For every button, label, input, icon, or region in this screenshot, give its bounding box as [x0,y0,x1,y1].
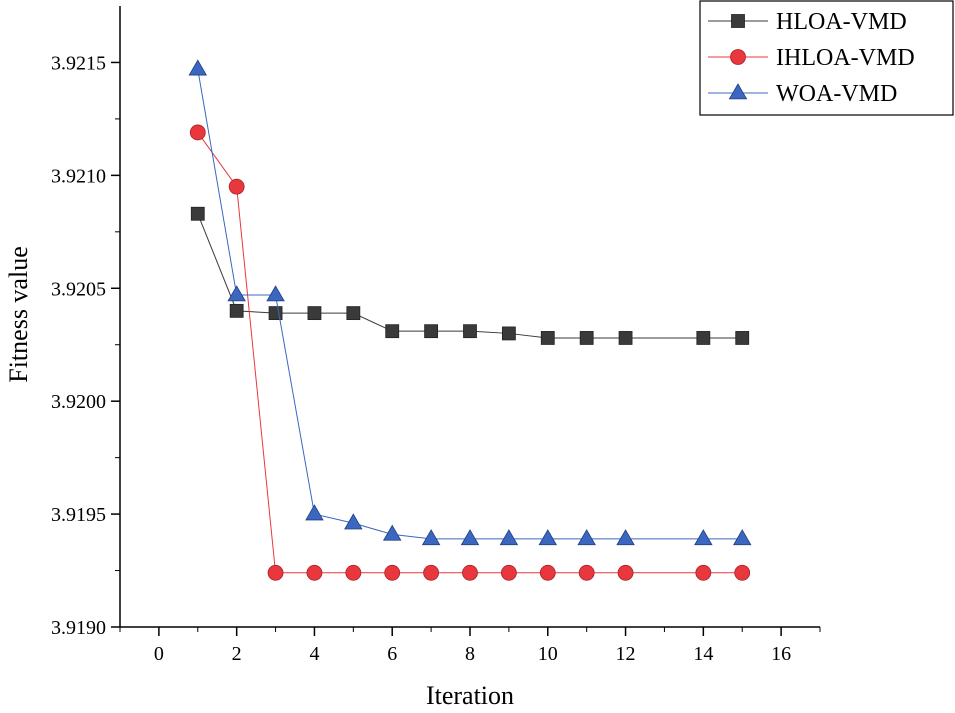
x-tick-label: 14 [693,643,713,665]
series-woa-vmd [189,60,751,545]
data-point [189,60,206,75]
y-tick-label: 3.9215 [51,52,106,74]
data-point [268,565,283,580]
data-point [229,179,244,194]
data-point [735,565,750,580]
series-line [198,69,742,539]
data-point [464,325,477,338]
data-point [618,565,633,580]
x-tick-label: 6 [387,643,397,665]
line-chart: 0 2 4 6 8 10 12 14 16 3.9190 3.9195 3.9200 3.9205 3.9… [0,0,955,713]
x-tick-label: 10 [538,643,558,665]
data-point [423,530,440,545]
data-point [580,331,593,344]
data-point [228,286,245,301]
data-point [424,565,439,580]
y-tick-label: 3.9190 [51,617,106,639]
data-point [617,530,634,545]
y-tick-label: 3.9205 [51,278,106,300]
data-point [461,530,478,545]
data-point [541,331,554,344]
x-axis-title: Iteration [426,681,514,710]
data-point [734,530,751,545]
legend-label: HLOA-VMD [776,9,907,35]
data-point [346,565,361,580]
data-point [425,325,438,338]
x-tick-label: 2 [232,643,242,665]
data-point [578,530,595,545]
x-tick-label: 8 [465,643,475,665]
data-point [500,530,517,545]
legend-label: IHLOA-VMD [776,45,915,71]
series-ihloa-vmd [190,125,749,580]
legend-marker [732,15,745,28]
data-point [463,565,478,580]
data-point [386,325,399,338]
x-tick-label: 16 [771,643,791,665]
data-point [306,505,323,520]
data-point [267,286,284,301]
data-point [579,565,594,580]
data-point [385,565,400,580]
data-point [308,307,321,320]
data-point [230,304,243,317]
data-point [269,307,282,320]
x-tick-label: 12 [616,643,636,665]
data-point [502,327,515,340]
series-line [198,132,742,572]
data-point [190,125,205,140]
data-point [619,331,632,344]
legend: HLOA-VMD IHLOA-VMD WOA-VMD [700,1,953,115]
data-point [695,530,712,545]
data-point [347,307,360,320]
data-point [697,331,710,344]
series-hloa-vmd [191,207,748,344]
y-tick-label: 3.9210 [51,165,106,187]
y-tick-label: 3.9195 [51,504,106,526]
data-point [696,565,711,580]
x-tick-label: 4 [309,643,319,665]
plot-area [189,60,751,580]
data-point [539,530,556,545]
legend-label: WOA-VMD [776,81,897,107]
y-tick-label: 3.9200 [51,391,106,413]
data-point [736,331,749,344]
legend-marker [731,50,746,65]
x-tick-label: 0 [154,643,164,665]
data-point [501,565,516,580]
data-point [540,565,555,580]
y-axis-title: Fitness value [4,246,33,383]
data-point [307,565,322,580]
data-point [191,207,204,220]
